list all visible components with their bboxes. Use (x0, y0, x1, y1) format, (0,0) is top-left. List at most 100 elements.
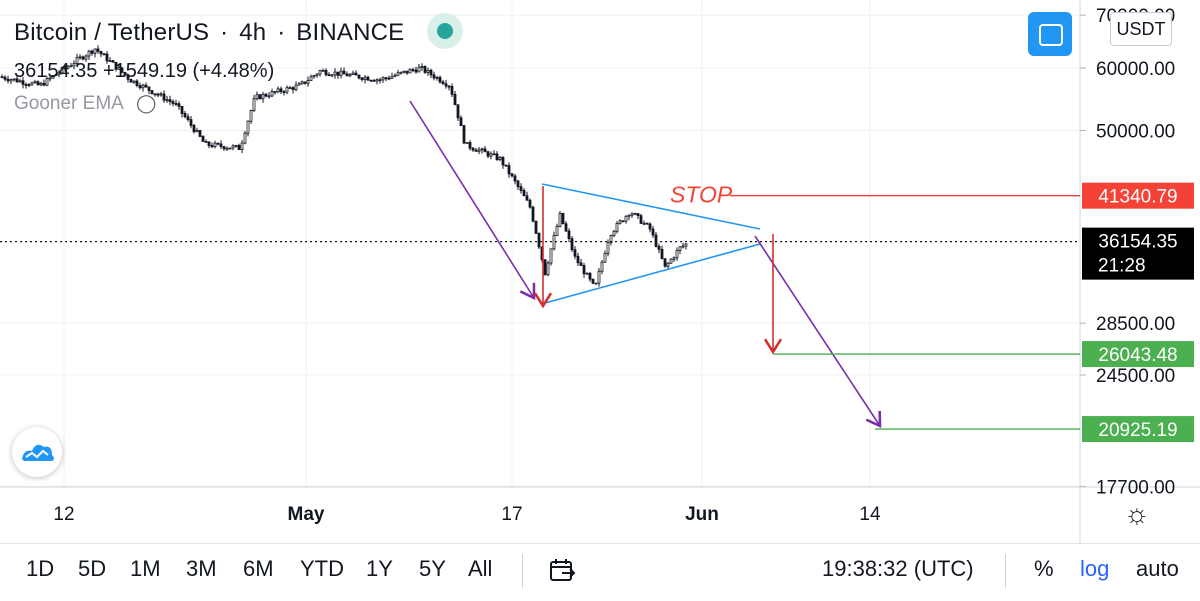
tradingview-logo-icon[interactable] (12, 427, 62, 477)
candle-body (417, 66, 421, 73)
fullscreen-button[interactable] (1028, 12, 1072, 56)
candle-body (543, 259, 547, 276)
range-5y-button[interactable]: 5Y (419, 556, 446, 581)
range-all-button[interactable]: All (468, 556, 493, 581)
candle-body (294, 84, 298, 90)
x-tick-label: May (288, 504, 325, 525)
candle-body (51, 75, 55, 79)
log-scale-button[interactable]: log (1080, 556, 1110, 581)
range-6m-button[interactable]: 6M (243, 556, 274, 581)
candle-body (489, 153, 493, 157)
candle-body (663, 258, 667, 267)
candle-body (525, 195, 529, 201)
candle-body (279, 88, 283, 93)
toolbar-divider (522, 554, 523, 588)
go-to-date-calendar-icon[interactable] (548, 556, 576, 584)
candle-body (516, 180, 520, 188)
candle-body (243, 132, 247, 144)
candle-body (642, 222, 646, 225)
candle-body (6, 78, 10, 82)
candle-body (183, 113, 187, 118)
candle-body (483, 148, 487, 153)
candle-body (144, 84, 148, 88)
candle-body (411, 69, 415, 71)
candle-body (561, 212, 565, 225)
candle-body (564, 223, 568, 232)
candle-body (585, 272, 589, 275)
range-3m-button[interactable]: 3M (186, 556, 217, 581)
candle-body (672, 257, 676, 260)
candle-body (438, 76, 442, 83)
range-5d-button[interactable]: 5D (78, 556, 107, 581)
range-1y-button[interactable]: 1Y (366, 556, 393, 581)
percent-scale-button[interactable]: % (1034, 556, 1054, 581)
candle-body (576, 255, 580, 264)
candle-body (270, 91, 274, 97)
candle-body (675, 250, 679, 259)
price-chart[interactable]: 70000.0060000.0050000.0028500.0024500.00… (0, 0, 1200, 543)
target-price-badge (1082, 341, 1194, 368)
candle-body (453, 93, 457, 106)
candle-body (24, 83, 28, 86)
candle-body (21, 80, 25, 85)
candle-body (429, 69, 433, 76)
candle-body (684, 243, 688, 247)
candle-body (171, 101, 175, 104)
candle-body (354, 72, 358, 76)
candle-body (366, 76, 370, 81)
candle-body (102, 53, 106, 56)
candle-body (603, 253, 607, 263)
candle-body (594, 282, 598, 285)
candle-body (285, 87, 289, 93)
current-price-value: 36154.35 (1098, 232, 1177, 253)
candle-body (132, 80, 136, 83)
candle-body (126, 74, 130, 80)
range-1d-button[interactable]: 1D (26, 556, 55, 581)
candle-body (225, 147, 229, 150)
triangle-lower-trendline (544, 243, 761, 304)
candle-body (471, 147, 475, 151)
bar-countdown: 21:28 (1098, 256, 1146, 277)
candle-body (252, 98, 256, 111)
hidden-eye-icon[interactable]: ◯ (136, 93, 157, 113)
utc-clock[interactable]: 19:38:32 (UTC) (822, 556, 974, 581)
candle-body (57, 72, 61, 76)
candle-body (393, 74, 397, 77)
title-separator: · (277, 19, 286, 47)
candle-body (645, 222, 649, 225)
candle-body (192, 124, 196, 133)
candle-body (681, 245, 685, 248)
candle-body (213, 142, 217, 148)
candle-body (624, 215, 628, 222)
candle-body (522, 190, 526, 197)
symbol-title[interactable]: Bitcoin / TetherUS · 4h · BINANCE (14, 13, 467, 52)
candle-body (264, 93, 268, 97)
indicator-legend[interactable]: Gooner EMA ◯ (14, 93, 467, 115)
candle-body (291, 87, 295, 90)
currency-button[interactable]: USDT (1110, 12, 1172, 46)
candle-body (612, 230, 616, 236)
settings-gear-icon[interactable]: ☼ (1124, 498, 1150, 529)
candle-body (180, 106, 184, 114)
range-ytd-button[interactable]: YTD (300, 556, 344, 581)
candle-body (369, 79, 373, 82)
candle-body (579, 262, 583, 266)
candle-body (288, 87, 292, 90)
candle-body (372, 79, 376, 82)
candle-body (129, 78, 133, 83)
candle-body (36, 81, 40, 86)
candle-body (657, 245, 661, 250)
candle-body (606, 242, 610, 254)
range-1m-button[interactable]: 1M (130, 556, 161, 581)
candle-body (189, 119, 193, 126)
candle-body (342, 70, 346, 75)
candle-body (273, 91, 277, 93)
candle-body (408, 69, 412, 74)
candle-body (249, 110, 253, 122)
candle-body (297, 83, 301, 86)
target-price-badge (1082, 416, 1194, 443)
candle-body (651, 228, 655, 236)
candle-body (537, 232, 541, 248)
candle-body (549, 248, 553, 264)
auto-scale-button[interactable]: auto (1136, 556, 1179, 581)
